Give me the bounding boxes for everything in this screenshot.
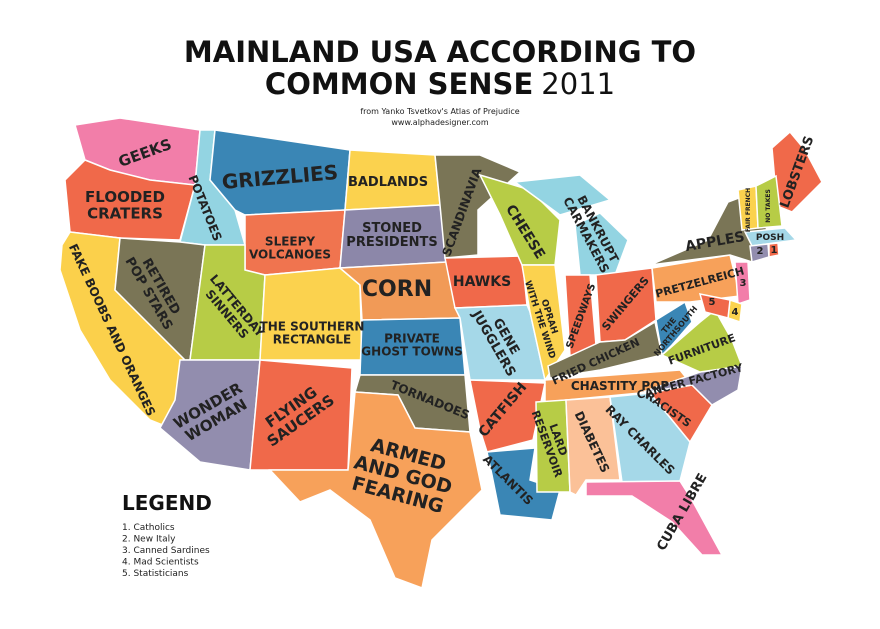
state-label-line: 2 [757, 246, 764, 257]
state [698, 293, 731, 319]
state-label-line: CRATERS [87, 204, 163, 222]
state-label-line: 4 [732, 307, 739, 318]
state [469, 379, 546, 453]
subtitle: from Yanko Tsvetkov's Atlas of Prejudice [360, 107, 519, 116]
state-label-line: FAIR FRENCH [745, 188, 752, 232]
state-label: CHASTITY POP [571, 379, 669, 393]
state-label-line: THE SOUTHERN [260, 319, 365, 333]
legend-item: 3. Canned Sardines [122, 546, 210, 556]
state-label-line: CORN [362, 277, 432, 302]
state-label: BADLANDS [348, 175, 428, 190]
state [268, 391, 483, 590]
state-label-line: FLOODED [85, 187, 165, 205]
state-label: FLOODED CRATERS [85, 187, 165, 222]
state-label: THE SOUTHERN RECTANGLE [260, 319, 365, 346]
state-label-line: CHASTITY POP [571, 379, 669, 393]
state-label-line: BADLANDS [348, 175, 428, 190]
state-label-line: PRESIDENTS [346, 235, 437, 250]
state-label-line: 3 [740, 278, 747, 289]
legend-item: 4. Mad Scientists [122, 558, 199, 568]
website: www.alphadesigner.com [391, 118, 488, 127]
state-label: PRIVATE GHOST TOWNS [361, 331, 462, 358]
title-year: 2011 [541, 67, 615, 101]
state-label: NO TAKES [765, 189, 772, 223]
state-label-line: 1 [771, 245, 778, 256]
state-label-line: STONED [362, 220, 422, 235]
state-label-line: VOLCANOES [249, 247, 331, 261]
state-label: STONED PRESIDENTS [346, 220, 437, 249]
legend-title: LEGEND [122, 491, 212, 515]
state-label-line: RECTANGLE [273, 332, 352, 346]
state [734, 261, 751, 306]
state-label-line: GHOST TOWNS [361, 344, 462, 358]
state [486, 447, 561, 521]
legend-item: 2. New Italy [122, 535, 176, 545]
state [585, 480, 724, 556]
state-label: 3 [740, 278, 747, 289]
state-label: 4 [732, 307, 739, 318]
state [768, 242, 780, 258]
state-label-line: POSH [756, 233, 784, 243]
state-label: SLEEPY VOLCANOES [249, 234, 331, 261]
state-label: FAIR FRENCH [745, 188, 752, 232]
state [743, 227, 798, 247]
state-label: CORN [362, 277, 432, 302]
state [755, 174, 783, 229]
state-label: POSH [756, 233, 784, 243]
state-label: 5 [709, 297, 716, 308]
state-label: 2 [757, 246, 764, 257]
state-label-line: NO TAKES [765, 189, 772, 223]
state-label-line: PRIVATE [384, 331, 440, 345]
state [660, 308, 744, 373]
state-label-line: HAWKS [453, 274, 511, 290]
states [59, 117, 823, 590]
state-label: 1 [771, 245, 778, 256]
legend-item: 1. Catholics [122, 523, 175, 533]
state-label: HAWKS [453, 274, 511, 290]
state [655, 300, 693, 357]
state [259, 267, 363, 361]
legend-item: 5. Statisticians [122, 569, 189, 579]
state [609, 392, 691, 483]
title-line: COMMON SENSE 2011 [265, 67, 615, 101]
state [512, 174, 629, 276]
state-label-line: SLEEPY [265, 234, 315, 248]
title-line: COMMON SENSE [265, 67, 533, 101]
state-label-line: 5 [709, 297, 716, 308]
title-line: MAINLAND USA ACCORDING TO [184, 35, 696, 69]
